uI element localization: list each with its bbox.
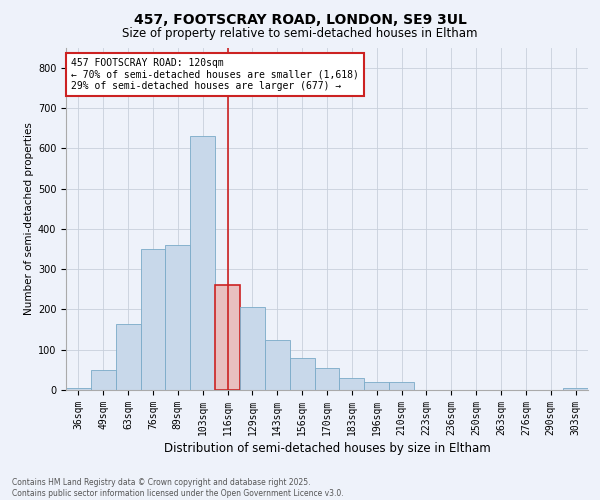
Text: Size of property relative to semi-detached houses in Eltham: Size of property relative to semi-detach… xyxy=(122,28,478,40)
Bar xyxy=(290,358,314,390)
Bar xyxy=(314,368,340,390)
Text: 457, FOOTSCRAY ROAD, LONDON, SE9 3UL: 457, FOOTSCRAY ROAD, LONDON, SE9 3UL xyxy=(134,12,466,26)
Bar xyxy=(91,370,116,390)
Bar xyxy=(389,382,414,390)
Bar xyxy=(340,378,364,390)
Bar xyxy=(140,249,166,390)
Bar xyxy=(364,382,389,390)
Bar xyxy=(116,324,140,390)
Text: 457 FOOTSCRAY ROAD: 120sqm
← 70% of semi-detached houses are smaller (1,618)
29%: 457 FOOTSCRAY ROAD: 120sqm ← 70% of semi… xyxy=(71,58,359,91)
Bar xyxy=(563,388,588,390)
Bar xyxy=(190,136,215,390)
Bar xyxy=(215,285,240,390)
X-axis label: Distribution of semi-detached houses by size in Eltham: Distribution of semi-detached houses by … xyxy=(164,442,490,455)
Text: Contains HM Land Registry data © Crown copyright and database right 2025.
Contai: Contains HM Land Registry data © Crown c… xyxy=(12,478,344,498)
Bar xyxy=(166,245,190,390)
Bar xyxy=(66,388,91,390)
Y-axis label: Number of semi-detached properties: Number of semi-detached properties xyxy=(23,122,34,315)
Bar xyxy=(265,340,290,390)
Bar xyxy=(240,308,265,390)
